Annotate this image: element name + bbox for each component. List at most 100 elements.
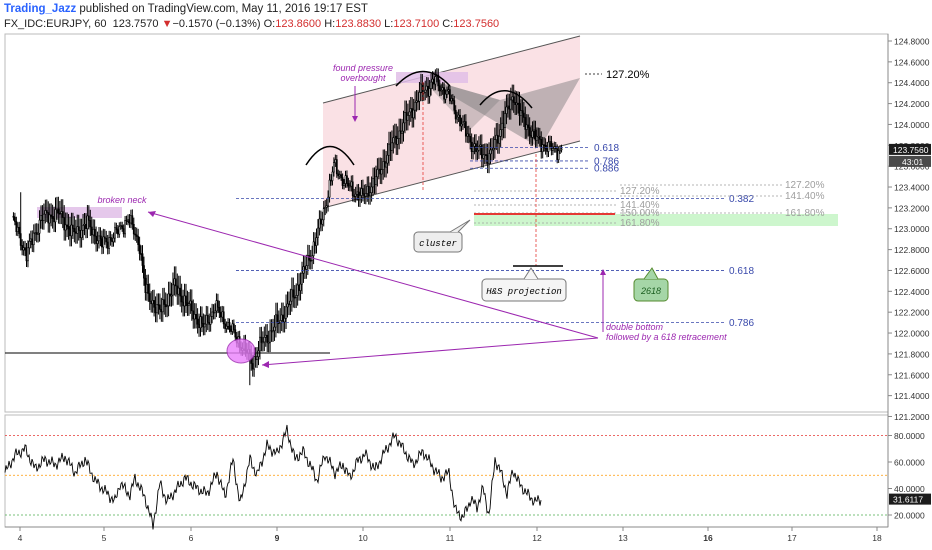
- candle-body: [457, 114, 460, 118]
- candle-body: [29, 238, 32, 242]
- candle-body: [58, 212, 61, 215]
- candle-body: [557, 150, 560, 160]
- y-tick-label: 121.8000: [894, 349, 930, 359]
- candle: [401, 118, 403, 144]
- candle-body: [231, 323, 234, 332]
- candle: [467, 125, 470, 144]
- candle: [64, 212, 67, 241]
- candle: [269, 319, 272, 353]
- candle: [169, 281, 171, 307]
- candle: [521, 99, 524, 123]
- candle-body: [437, 74, 440, 87]
- head-arc: [395, 70, 451, 87]
- candle-body: [312, 241, 315, 257]
- candle-body: [92, 228, 95, 236]
- candle: [263, 326, 266, 352]
- candle: [305, 254, 308, 279]
- candle-body: [37, 232, 40, 235]
- candle: [259, 327, 261, 360]
- candle-body: [499, 129, 502, 137]
- candle-body: [153, 300, 156, 308]
- candle: [34, 223, 37, 241]
- candle: [212, 304, 215, 320]
- candle-body: [347, 183, 350, 187]
- candle-body: [34, 232, 37, 234]
- candle: [124, 216, 127, 238]
- candle-body: [222, 311, 225, 325]
- candle-body: [560, 148, 563, 151]
- candle: [303, 255, 306, 279]
- candle: [406, 103, 409, 131]
- candle-body: [188, 303, 190, 306]
- candle: [473, 134, 476, 155]
- candle-body: [45, 210, 48, 213]
- candle-body: [90, 226, 93, 236]
- candle: [354, 186, 357, 203]
- candle: [460, 117, 463, 132]
- candle-body: [537, 135, 540, 138]
- candle-body: [459, 114, 461, 127]
- candle-body: [102, 236, 105, 248]
- x-tick-label: 17: [787, 533, 797, 543]
- candle: [66, 212, 69, 238]
- candle: [151, 289, 154, 313]
- candle-body: [498, 136, 501, 144]
- candle: [448, 85, 451, 105]
- candle: [427, 77, 430, 104]
- candle-body: [456, 116, 459, 120]
- candle: [193, 303, 196, 329]
- candle: [337, 169, 340, 180]
- author-link[interactable]: Trading_Jazz: [4, 3, 77, 15]
- candle: [157, 293, 160, 315]
- candle: [21, 239, 24, 256]
- candle-body: [77, 226, 80, 231]
- candle: [190, 289, 193, 321]
- candle-body: [308, 255, 311, 261]
- candle-body: [440, 89, 443, 92]
- candle: [206, 306, 209, 331]
- candle: [511, 84, 514, 111]
- candle-body: [332, 162, 335, 173]
- arrow-head-icon: [600, 269, 606, 275]
- candle: [544, 138, 547, 155]
- candle: [533, 120, 535, 140]
- candle-body: [486, 154, 489, 164]
- channel-ext-label: 127.20%: [606, 69, 650, 81]
- candle-body: [138, 244, 141, 254]
- arrow-head-icon: [148, 211, 156, 217]
- right-shoulder-arc: [479, 90, 533, 109]
- candle: [322, 201, 325, 227]
- candle-body: [270, 330, 273, 333]
- candle: [415, 90, 418, 112]
- candle: [492, 136, 495, 161]
- double-bottom-note: followed by a 618 retracement: [606, 332, 727, 342]
- candle-body: [428, 88, 431, 97]
- low-value: 123.7100: [393, 18, 440, 30]
- candle: [348, 180, 351, 192]
- candle-body: [450, 98, 453, 102]
- candle: [79, 218, 82, 248]
- candle-body: [193, 314, 196, 320]
- candle-body: [448, 89, 451, 102]
- candle-body: [372, 178, 374, 188]
- candle: [285, 294, 287, 329]
- candle-body: [170, 294, 173, 297]
- y-tick-label: 123.2000: [894, 203, 930, 213]
- candle-body: [443, 87, 446, 100]
- candle-body: [317, 227, 319, 239]
- candle-body: [438, 85, 441, 92]
- candle-body: [531, 130, 534, 138]
- x-tick-label: 4: [18, 533, 23, 543]
- candle-body: [476, 150, 479, 152]
- candle: [143, 256, 145, 286]
- candle-body: [341, 177, 344, 186]
- candle-body: [48, 214, 51, 224]
- candle: [205, 305, 208, 333]
- candle: [179, 275, 182, 307]
- candle-body: [203, 323, 206, 328]
- candle: [315, 228, 318, 254]
- y-tick-label: 124.4000: [894, 78, 930, 88]
- candle-body: [369, 192, 372, 197]
- candle: [498, 124, 501, 154]
